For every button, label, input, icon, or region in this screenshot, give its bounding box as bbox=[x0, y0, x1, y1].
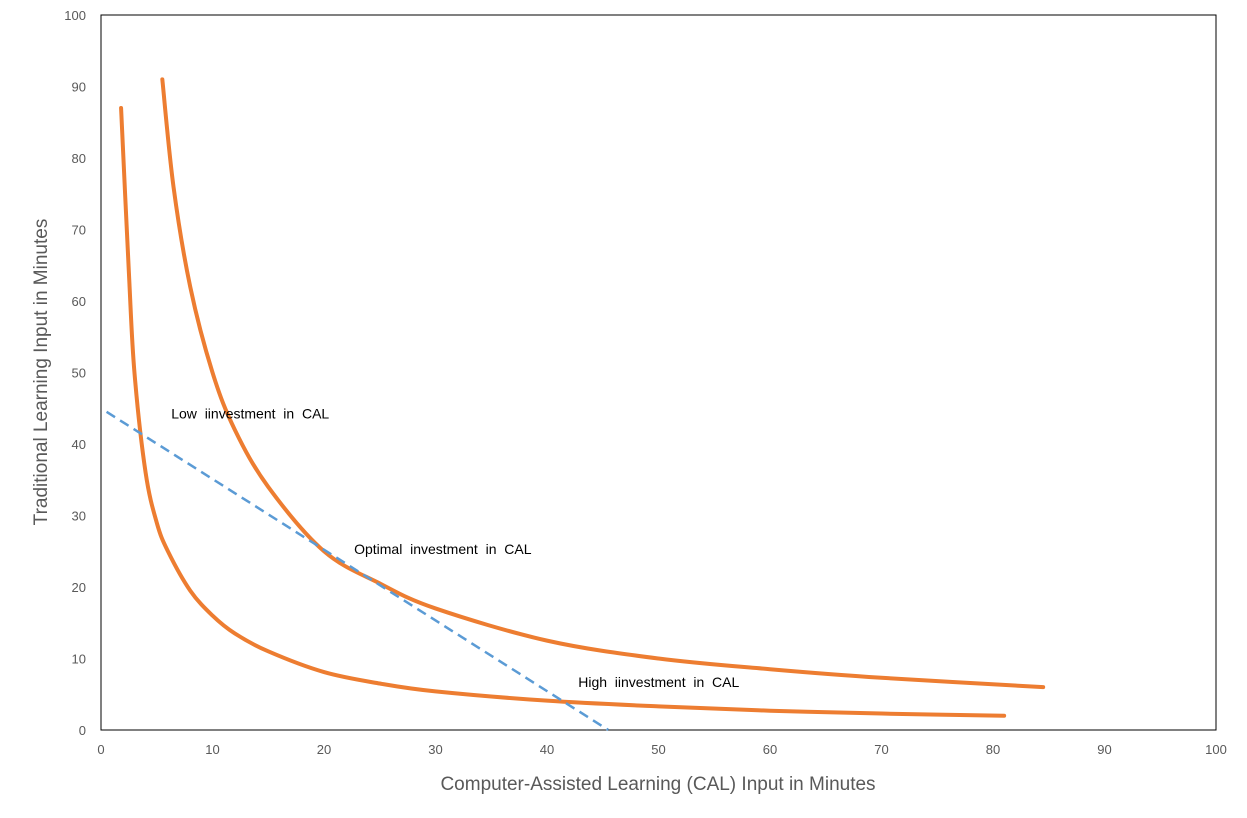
x-tick-label: 20 bbox=[317, 742, 331, 757]
y-tick-label: 0 bbox=[79, 723, 86, 738]
x-tick-label: 10 bbox=[205, 742, 219, 757]
y-tick-label: 80 bbox=[72, 151, 86, 166]
x-tick-label: 60 bbox=[763, 742, 777, 757]
annotation-layer: Low iinvestment in CAL Optimal investment… bbox=[171, 405, 739, 690]
series-layer bbox=[105, 77, 1046, 732]
y-tick-labels: 0 10 20 30 40 50 60 70 80 90 100 bbox=[64, 8, 86, 738]
isoquant-curve bbox=[119, 105, 1007, 718]
x-tick-labels: 0 10 20 30 40 50 60 70 80 90 100 bbox=[97, 742, 1226, 757]
budget-line bbox=[105, 410, 609, 732]
isoquant-curve bbox=[160, 77, 1046, 690]
plot-frame bbox=[100, 14, 1217, 731]
annotation-label: Low iinvestment in CAL bbox=[171, 405, 329, 421]
y-tick-label: 40 bbox=[72, 437, 86, 452]
x-tick-label: 50 bbox=[651, 742, 665, 757]
x-tick-label: 90 bbox=[1097, 742, 1111, 757]
x-tick-label: 30 bbox=[428, 742, 442, 757]
annotation-label: Optimal investment in CAL bbox=[354, 541, 532, 557]
y-tick-label: 90 bbox=[72, 80, 86, 95]
x-tick-label: 0 bbox=[97, 742, 104, 757]
annotation-label: High iinvestment in CAL bbox=[578, 674, 739, 690]
x-tick-label: 40 bbox=[540, 742, 554, 757]
y-tick-label: 70 bbox=[72, 223, 86, 238]
y-axis-title: Traditional Learning Input in Minutes bbox=[31, 219, 52, 526]
y-tick-label: 60 bbox=[72, 294, 86, 309]
x-tick-label: 80 bbox=[986, 742, 1000, 757]
y-tick-label: 30 bbox=[72, 509, 86, 524]
x-tick-label: 70 bbox=[874, 742, 888, 757]
y-tick-label: 50 bbox=[72, 366, 86, 381]
x-axis-title: Computer-Assisted Learning (CAL) Input i… bbox=[440, 774, 875, 795]
y-tick-label: 20 bbox=[72, 580, 86, 595]
y-tick-label: 10 bbox=[72, 652, 86, 667]
y-tick-label: 100 bbox=[64, 8, 86, 23]
x-tick-label: 100 bbox=[1205, 742, 1227, 757]
